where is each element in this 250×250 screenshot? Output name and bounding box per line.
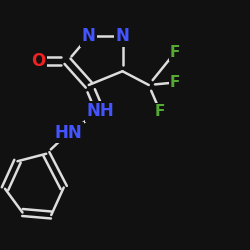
Text: HN: HN bbox=[55, 124, 82, 142]
Text: O: O bbox=[32, 52, 46, 70]
Text: F: F bbox=[155, 104, 165, 119]
Text: N: N bbox=[116, 27, 130, 45]
Text: F: F bbox=[170, 75, 180, 90]
Text: NH: NH bbox=[86, 102, 114, 120]
Text: F: F bbox=[170, 45, 180, 60]
Text: N: N bbox=[82, 27, 96, 45]
